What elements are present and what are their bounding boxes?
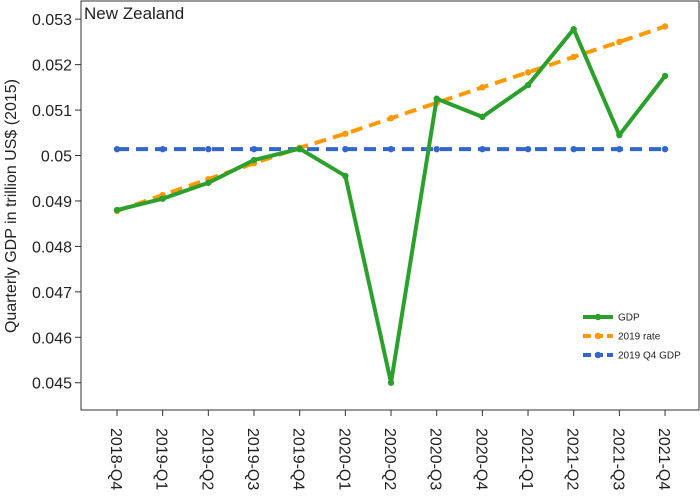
- data-point: [524, 69, 532, 76]
- legend-item: 2019 Q4 GDP: [583, 351, 681, 362]
- data-point: [159, 145, 166, 153]
- data-point: [570, 145, 577, 153]
- x-tick-label: 2019-Q3: [244, 428, 261, 490]
- x-tick-label: 2021-Q4: [655, 428, 672, 490]
- data-point: [205, 179, 212, 186]
- data-point: [113, 206, 121, 214]
- legend-item: GDP: [583, 313, 640, 324]
- y-tick-label: 0.046: [32, 330, 72, 347]
- x-tick-label: 2020-Q1: [335, 428, 352, 490]
- data-point: [570, 53, 577, 61]
- data-point: [296, 145, 303, 152]
- data-point: [616, 145, 623, 153]
- x-tick-label: 2019-Q1: [153, 428, 170, 490]
- data-point: [159, 195, 166, 202]
- legend-marker: [594, 332, 602, 340]
- x-axis: 2018-Q4 2019-Q1 2019-Q2 2019-Q3 2019-Q4 2020-…: [107, 410, 672, 490]
- x-tick-label: 2020-Q2: [381, 428, 398, 490]
- data-point: [524, 145, 532, 153]
- data-point: [570, 25, 577, 33]
- y-tick-label: 0.05: [41, 149, 72, 166]
- series-2019-q4-gdp: [113, 145, 669, 153]
- data-point: [661, 23, 669, 30]
- x-tick-label: 2021-Q3: [609, 428, 626, 490]
- data-point: [616, 131, 623, 139]
- data-point: [433, 145, 440, 153]
- x-tick-label: 2020-Q3: [427, 428, 444, 490]
- data-point: [479, 113, 486, 121]
- legend-label: 2019 Q4 GDP: [618, 351, 681, 362]
- data-point: [342, 130, 349, 137]
- x-tick-label: 2021-Q1: [518, 428, 535, 490]
- y-axis-label: Quarterly GDP in trillion US$ (2015): [3, 79, 20, 333]
- data-point: [387, 115, 395, 122]
- legend-label: 2019 rate: [618, 332, 661, 343]
- legend: GDP 2019 rate 2019 Q4 GDP: [583, 313, 681, 362]
- x-tick-label: 2019-Q4: [290, 428, 307, 490]
- y-tick-label: 0.048: [32, 239, 72, 256]
- data-point: [433, 95, 440, 102]
- data-point: [479, 145, 486, 153]
- series-layer: [113, 23, 669, 386]
- chart-title: New Zealand: [84, 4, 184, 23]
- data-point: [661, 145, 669, 153]
- data-point: [250, 145, 258, 153]
- x-tick-label: 2018-Q4: [107, 428, 124, 490]
- series-gdp: [113, 25, 669, 386]
- x-tick-label: 2020-Q4: [472, 428, 489, 490]
- legend-marker: [594, 313, 602, 321]
- data-point: [113, 145, 121, 153]
- y-tick-label: 0.052: [32, 58, 72, 75]
- data-point: [661, 72, 669, 80]
- y-tick-label: 0.047: [32, 285, 72, 302]
- y-tick-label: 0.051: [32, 103, 72, 120]
- data-point: [524, 81, 532, 89]
- data-point: [205, 145, 212, 153]
- legend-label: GDP: [618, 313, 640, 324]
- x-tick-label: 2019-Q2: [198, 428, 215, 490]
- data-point: [616, 38, 623, 46]
- legend-item: 2019 rate: [583, 332, 661, 343]
- series-line: [116, 27, 667, 385]
- data-point: [387, 145, 395, 153]
- data-point: [387, 379, 395, 386]
- y-tick-label: 0.045: [32, 376, 72, 393]
- y-tick-label: 0.049: [32, 194, 72, 211]
- data-point: [342, 172, 349, 180]
- plot-frame: [80, 0, 700, 411]
- x-tick-label: 2021-Q2: [564, 428, 581, 490]
- data-point: [250, 156, 258, 164]
- y-axis: 0.045 0.046 0.047 0.048 0.049 0.05 0.051 0.052 0…: [32, 12, 81, 393]
- data-point: [342, 145, 349, 153]
- legend-marker: [594, 351, 602, 359]
- y-tick-label: 0.053: [32, 12, 72, 29]
- data-point: [479, 84, 486, 91]
